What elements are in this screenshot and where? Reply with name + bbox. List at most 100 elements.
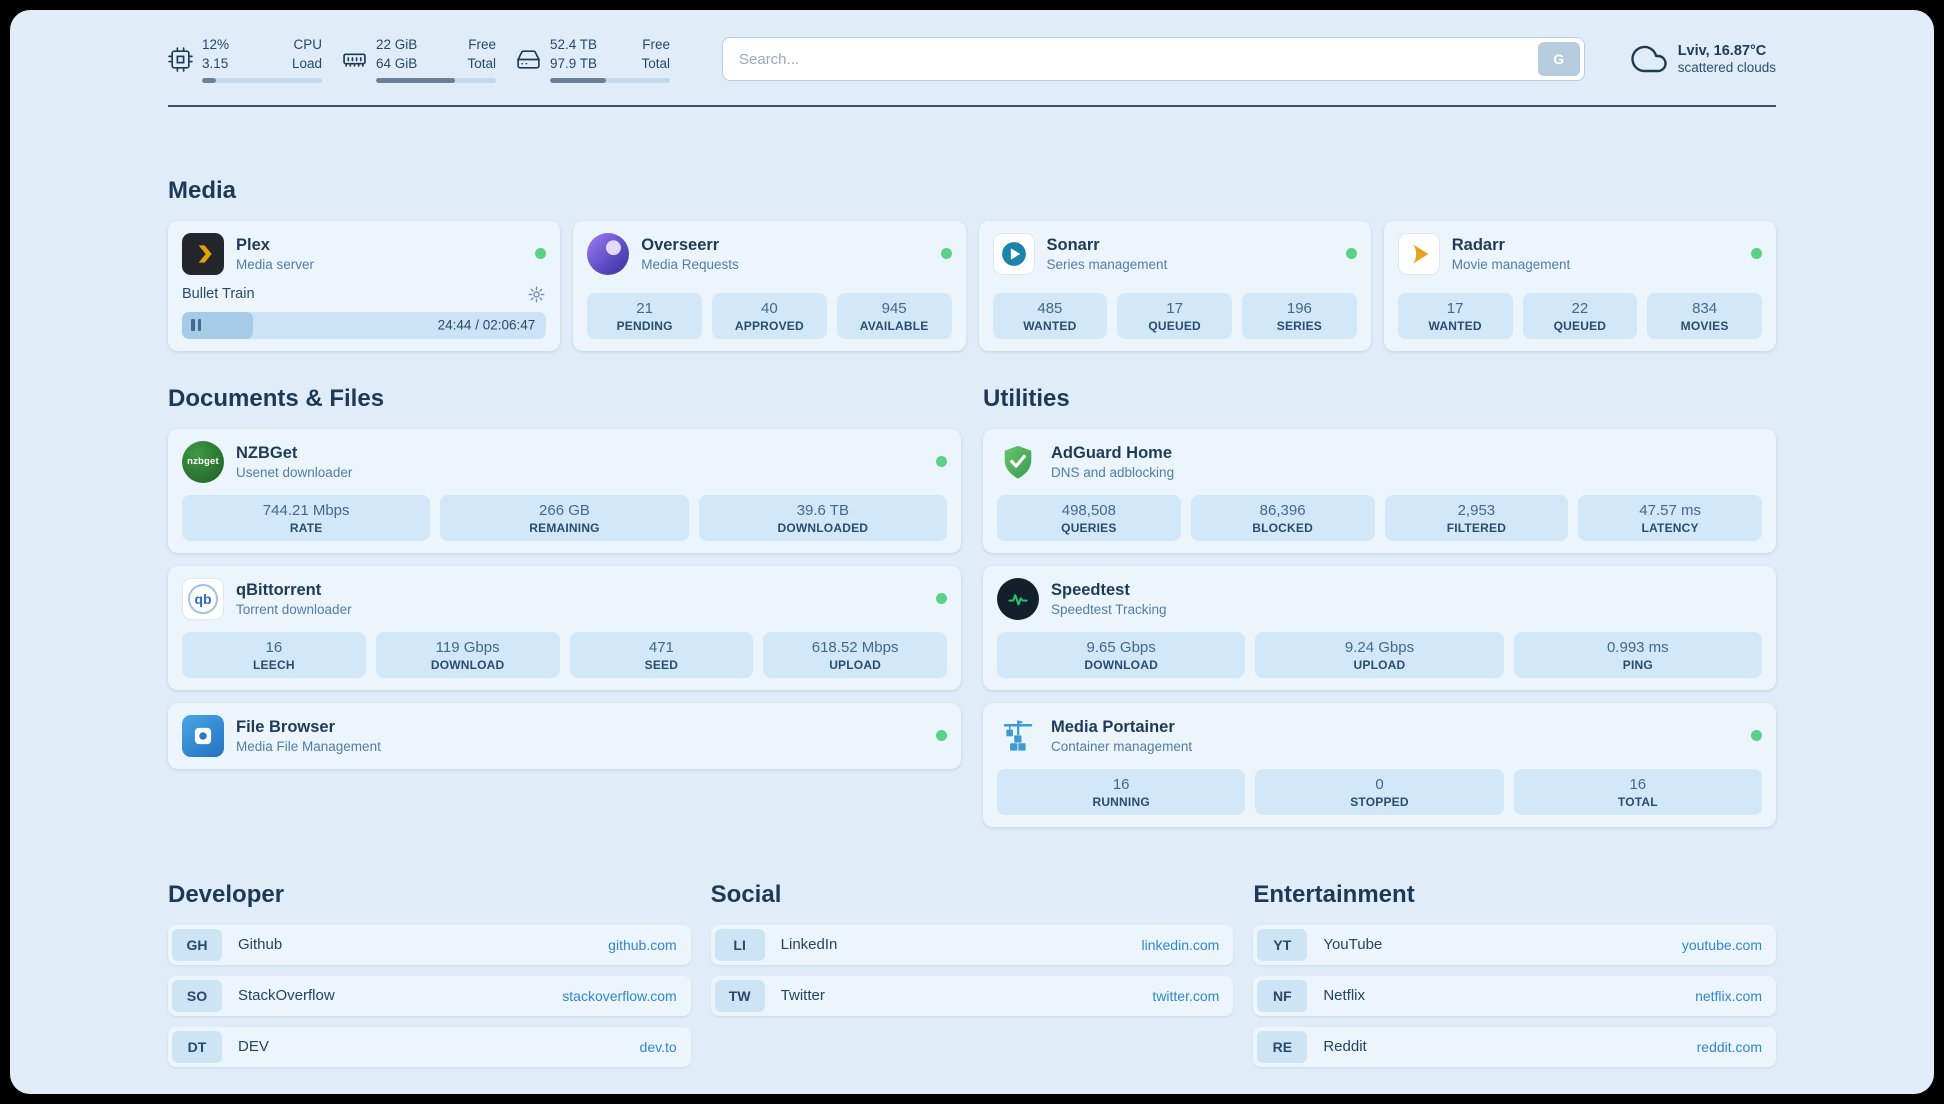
bookmark-name: YouTube: [1323, 936, 1383, 954]
stat-wanted: 17 WANTED: [1397, 292, 1513, 339]
bookmark-youtube[interactable]: YT YouTube youtube.com: [1253, 924, 1776, 965]
cpu-usage-bar: [202, 77, 322, 83]
stat-queued: 17 QUEUED: [1117, 292, 1232, 339]
radarr-icon: [1397, 232, 1440, 275]
service-card-portainer[interactable]: Media Portainer Container management 16 R…: [983, 702, 1776, 827]
stat-filtered: 2,953 FILTERED: [1384, 494, 1569, 541]
bookmark-abbr: GH: [172, 928, 222, 961]
stat-pending: 21 PENDING: [587, 292, 702, 339]
cpu-load-label: Load: [291, 55, 322, 71]
weather-widget: Lviv, 16.87°C scattered clouds: [1631, 41, 1776, 77]
service-card-overseerr[interactable]: Overseerr Media Requests 21 PENDING 40 APP…: [573, 220, 966, 351]
section-utilities: Utilities AdGuard Home DNS and adblockin…: [983, 385, 1776, 827]
bookmark-url: netflix.com: [1695, 987, 1762, 1004]
section-documents: Documents & Files nzbget NZBGet Usenet d…: [168, 385, 961, 769]
hard-drive-icon: [516, 47, 541, 72]
section-heading-media: Media: [168, 176, 237, 204]
status-dot: [936, 730, 947, 742]
stat-movies: 834 MOVIES: [1647, 292, 1762, 339]
service-name: Speedtest: [1051, 580, 1130, 599]
stat-rate: 744.21 Mbps RATE: [182, 494, 431, 541]
bookmark-stackoverflow[interactable]: SO StackOverflow stackoverflow.com: [168, 975, 691, 1016]
bookmark-url: reddit.com: [1696, 1038, 1762, 1055]
memory-usage-bar: [376, 77, 496, 83]
plex-icon: [182, 232, 224, 275]
service-description: Movie management: [1451, 256, 1571, 272]
playback-time: 24:44 / 02:06:47: [437, 317, 536, 333]
bookmark-reddit[interactable]: RE Reddit reddit.com: [1253, 1026, 1776, 1067]
stat-blocked: 86,396 BLOCKED: [1190, 494, 1375, 541]
bookmark-abbr: LI: [714, 928, 765, 961]
disk-free-label: Free: [642, 37, 670, 52]
playback-progress-bar: 24:44 / 02:06:47: [182, 311, 547, 339]
service-name: Plex: [236, 235, 270, 254]
service-name: Overseerr: [641, 235, 720, 254]
service-card-plex[interactable]: Plex Media server Bullet Train 24:44 / 0: [168, 220, 561, 351]
sonarr-icon: [992, 232, 1035, 275]
qbittorrent-icon: qb: [182, 577, 224, 620]
bookmark-github[interactable]: GH Github github.com: [168, 924, 691, 965]
gear-icon[interactable]: [527, 285, 546, 304]
service-description: Series management: [1046, 256, 1168, 272]
disk-total-label: Total: [641, 55, 670, 71]
filebrowser-icon: [182, 714, 224, 757]
service-card-speedtest[interactable]: Speedtest Speedtest Tracking 9.65 Gbps DO…: [983, 565, 1776, 690]
topbar: 12% 3.15 CPU Load: [168, 36, 1776, 83]
now-playing-title: Bullet Train: [182, 286, 255, 303]
stat-series: 196 SERIES: [1242, 292, 1357, 339]
service-card-radarr[interactable]: Radarr Movie management 17 WANTED 22 QUEUE…: [1383, 220, 1776, 351]
adguard-shield-icon: [997, 441, 1039, 483]
disk-total-value: 97.9 TB: [550, 55, 598, 71]
bookmark-abbr: NF: [1257, 979, 1308, 1012]
bookmark-abbr: YT: [1257, 928, 1308, 961]
service-name: AdGuard Home: [1051, 443, 1173, 462]
stat-ping: 0.993 ms PING: [1513, 631, 1762, 678]
bookmark-netflix[interactable]: NF Netflix netflix.com: [1253, 975, 1776, 1016]
bookmark-abbr: TW: [714, 979, 765, 1012]
service-card-qbittorrent[interactable]: qb qBittorrent Torrent downloader 16 LEEC…: [168, 565, 961, 690]
bookmark-url: linkedin.com: [1141, 936, 1220, 953]
stat-queued: 22 QUEUED: [1522, 292, 1638, 339]
service-name: NZBGet: [236, 443, 298, 462]
bookmark-name: Twitter: [780, 987, 825, 1005]
service-name: Sonarr: [1046, 235, 1100, 254]
overseerr-icon: [587, 232, 630, 275]
service-description: DNS and adblocking: [1051, 464, 1175, 480]
service-card-nzbget[interactable]: nzbget NZBGet Usenet downloader 744.21 M…: [168, 428, 961, 553]
service-description: Media server: [236, 256, 315, 272]
speedtest-icon: [997, 577, 1039, 620]
service-description: Media File Management: [236, 738, 381, 754]
portainer-crane-icon: [997, 715, 1039, 757]
section-heading-documents: Documents & Files: [168, 384, 385, 412]
service-name: Media Portainer: [1051, 717, 1175, 736]
cpu-load-value: 3.15: [202, 55, 229, 71]
search-provider-button[interactable]: G: [1537, 42, 1580, 77]
service-card-sonarr[interactable]: Sonarr Series management 485 WANTED 17 QUE…: [978, 220, 1371, 351]
service-description: Speedtest Tracking: [1051, 601, 1167, 617]
topbar-divider: [168, 104, 1776, 107]
section-heading-social: Social: [710, 880, 782, 908]
service-name: Radarr: [1451, 235, 1505, 254]
service-name: qBittorrent: [236, 580, 322, 599]
search-input[interactable]: [722, 37, 1585, 82]
service-card-adguard[interactable]: AdGuard Home DNS and adblocking 498,508 Q…: [983, 428, 1776, 553]
bookmark-dev[interactable]: DT DEV dev.to: [168, 1026, 691, 1067]
bookmark-twitter[interactable]: TW Twitter twitter.com: [710, 975, 1234, 1016]
bookmark-group-social: Social LI LinkedIn linkedin.com TW Twitt…: [710, 880, 1234, 1016]
stat-stopped: 0 STOPPED: [1255, 768, 1504, 815]
cloud-icon: [1631, 41, 1667, 77]
service-card-filebrowser[interactable]: File Browser Media File Management: [168, 702, 961, 769]
stat-queries: 498,508 QUERIES: [997, 494, 1181, 541]
bookmark-group-developer: Developer GH Github github.com SO StackO…: [168, 881, 691, 1067]
stat-upload: 9.24 Gbps UPLOAD: [1255, 631, 1504, 678]
bookmark-linkedin[interactable]: LI LinkedIn linkedin.com: [710, 924, 1234, 965]
bookmark-url: dev.to: [639, 1038, 677, 1055]
service-description: Media Requests: [641, 256, 739, 272]
bookmark-name: LinkedIn: [780, 936, 838, 954]
section-media: Media Plex Media server Bullet Train: [168, 177, 1776, 351]
bookmark-name: StackOverflow: [238, 987, 335, 1005]
stat-leech: 16 LEECH: [182, 631, 366, 678]
memory-free-value: 22 GiB: [376, 37, 418, 52]
search-box: G: [722, 37, 1585, 82]
bookmark-name: Github: [238, 936, 283, 954]
